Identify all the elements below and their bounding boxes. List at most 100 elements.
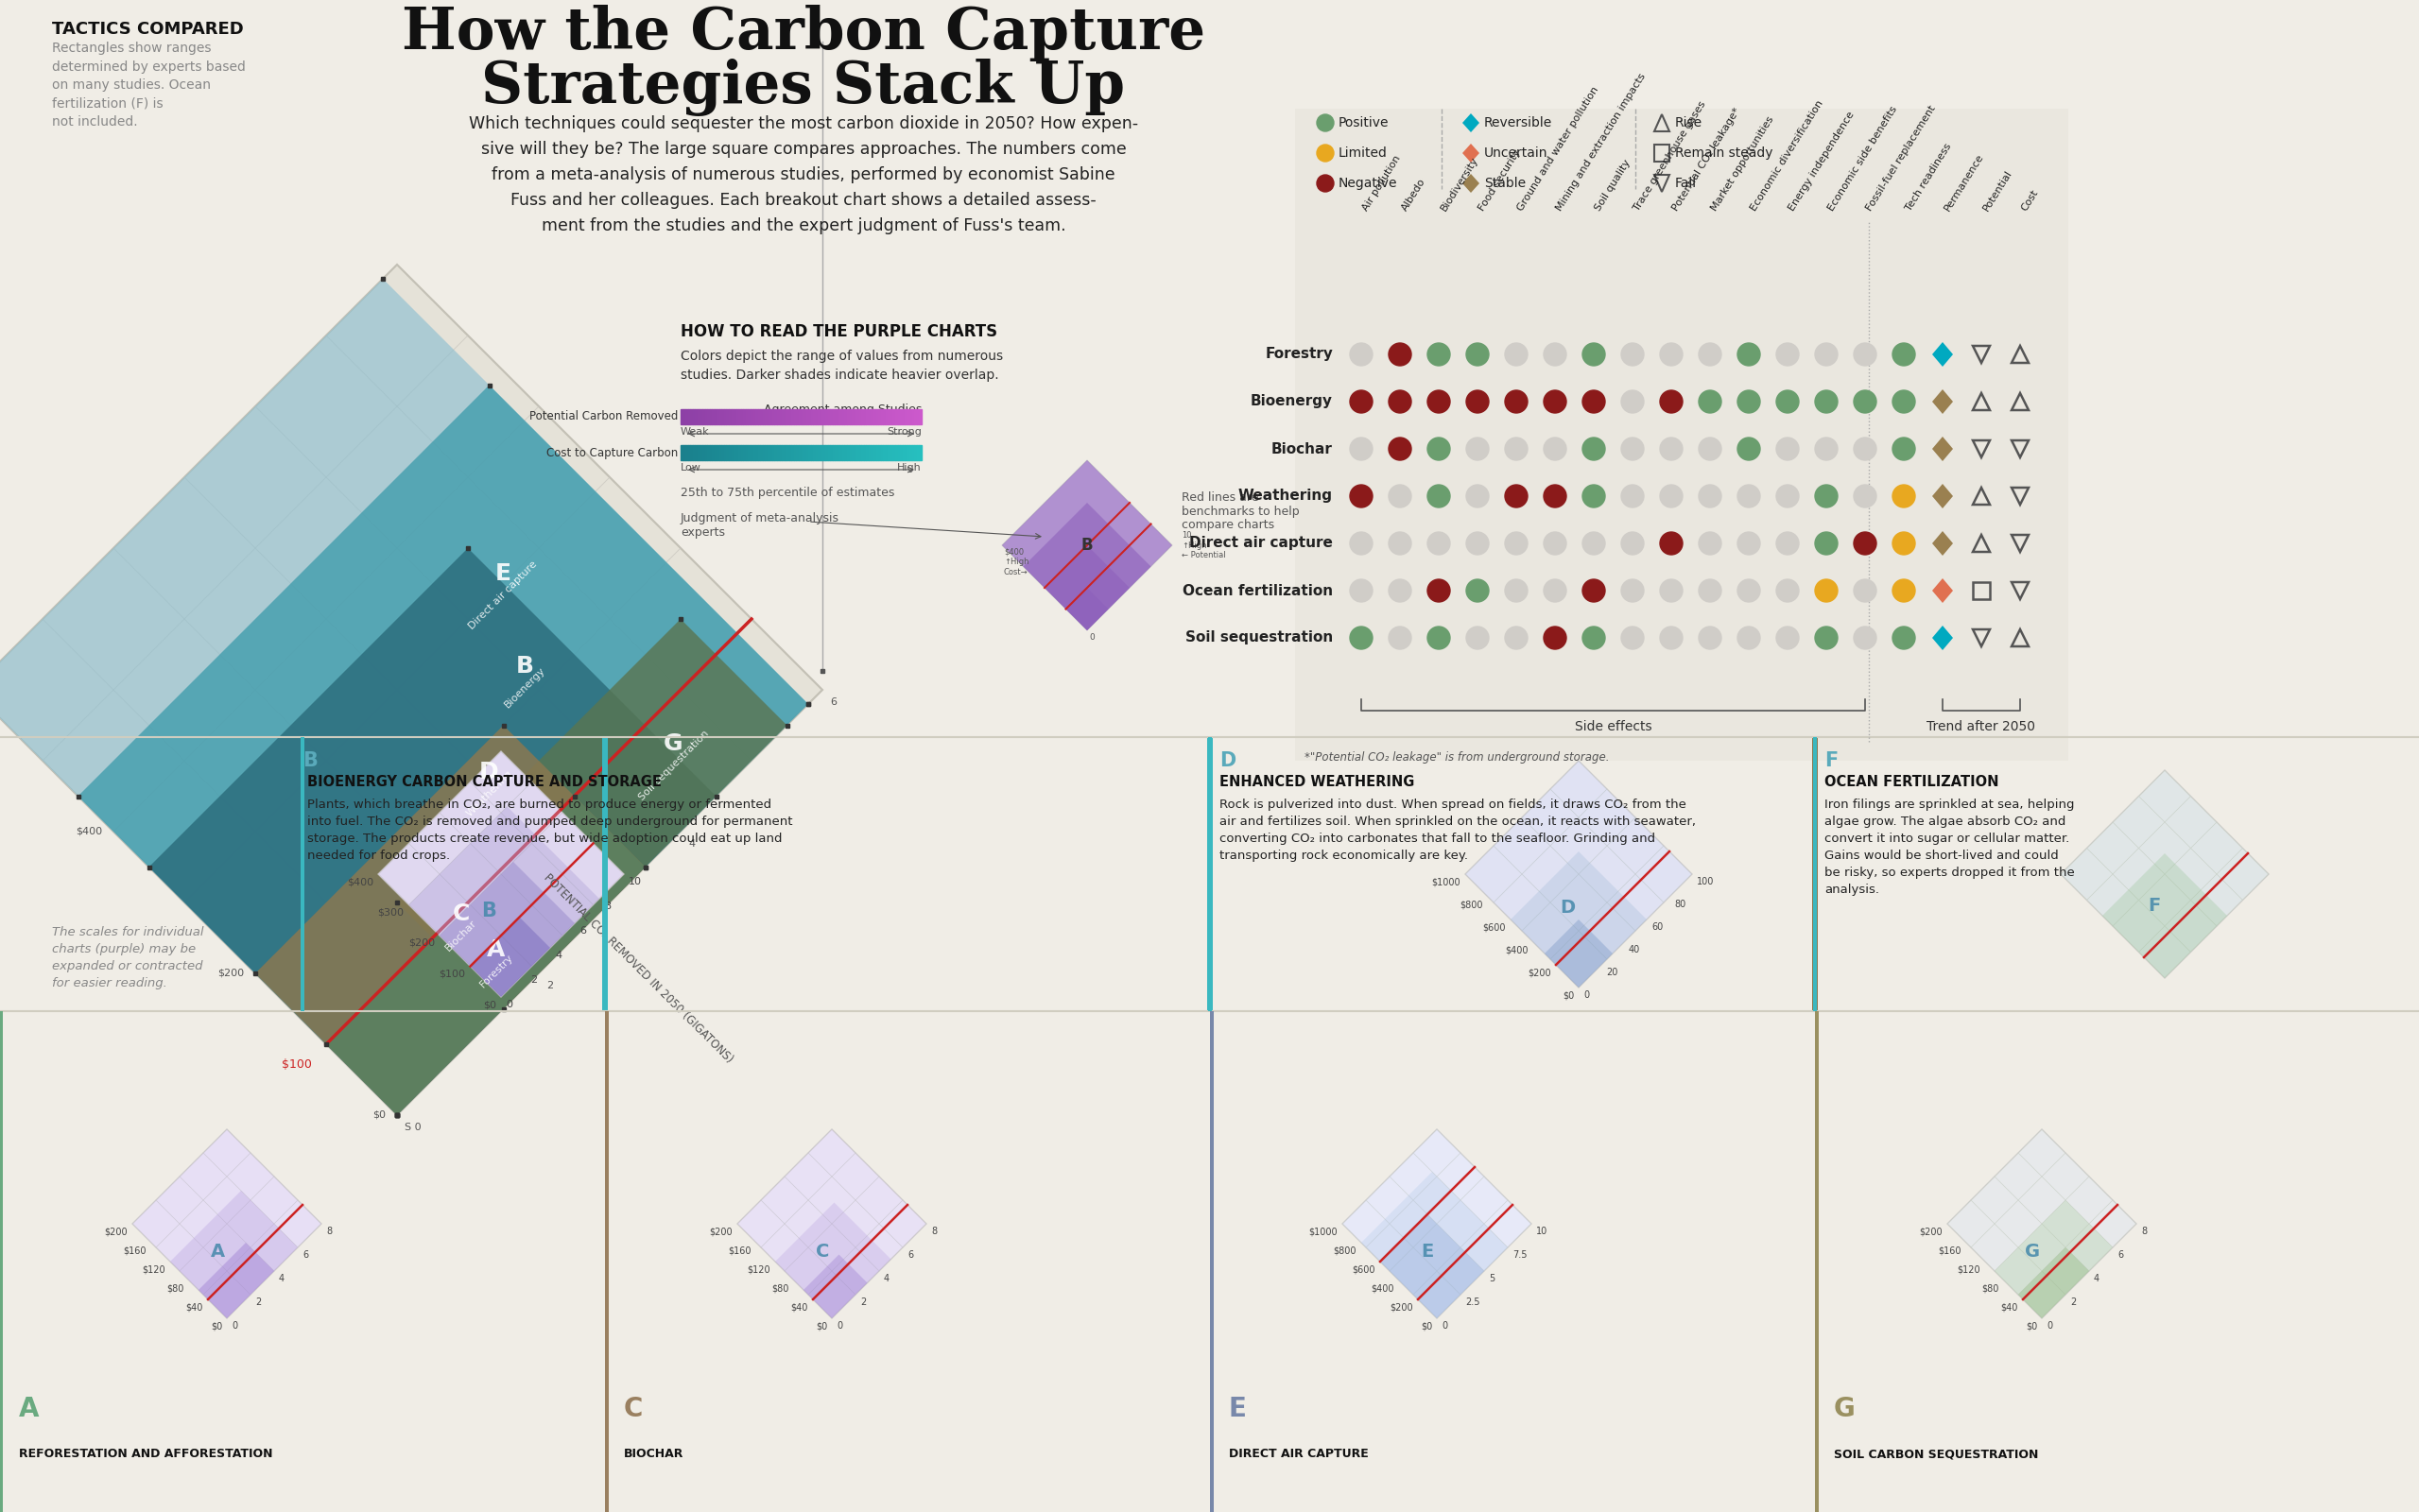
Text: Rectangles show ranges
determined by experts based
on many studies. Ocean
fertil: Rectangles show ranges determined by exp… [51,41,247,129]
Text: 2: 2 [256,1297,261,1306]
Text: D: D [1560,900,1575,918]
Text: $200: $200 [104,1226,128,1237]
Circle shape [1621,485,1645,508]
Text: *"Potential CO₂ leakage" is from underground storage.: *"Potential CO₂ leakage" is from undergr… [1304,751,1609,764]
Circle shape [1659,532,1684,555]
Text: $400: $400 [75,827,102,836]
Text: 8: 8 [327,1226,331,1237]
Circle shape [1737,343,1761,366]
Circle shape [1698,579,1722,602]
Circle shape [1659,579,1684,602]
Bar [1812,738,1817,1012]
Polygon shape [1466,761,1691,987]
Text: $160: $160 [728,1246,752,1255]
Text: $600: $600 [1483,922,1507,931]
Text: B: B [515,655,535,677]
Circle shape [1621,390,1645,413]
Circle shape [1316,145,1333,162]
Text: TACTICS COMPARED: TACTICS COMPARED [51,21,244,38]
Text: POTENTIAL CO₂ REMOVED IN 2050 (GIGATONS): POTENTIAL CO₂ REMOVED IN 2050 (GIGATONS) [542,871,735,1066]
Text: Low: Low [680,463,702,472]
Circle shape [1776,626,1800,649]
Text: $40: $40 [186,1302,203,1311]
Text: Tech readiness: Tech readiness [1904,142,1952,213]
Text: 8: 8 [605,901,610,910]
Circle shape [1892,343,1916,366]
Text: 10
↑High
← Potential: 10 ↑High ← Potential [1180,531,1226,559]
Text: $120: $120 [1957,1264,1981,1273]
Polygon shape [77,386,808,1116]
Circle shape [1853,626,1877,649]
Circle shape [1698,343,1722,366]
Text: Uncertain: Uncertain [1485,147,1548,160]
Text: $0: $0 [2025,1321,2037,1331]
Polygon shape [1463,144,1480,162]
Text: Forestry: Forestry [1265,348,1333,361]
Text: 4: 4 [883,1273,890,1284]
Polygon shape [377,751,624,996]
Text: 6: 6 [2117,1250,2124,1259]
Text: 4: 4 [278,1273,285,1284]
Polygon shape [1933,484,1952,508]
Text: Direct air capture: Direct air capture [467,559,539,631]
Circle shape [1389,343,1410,366]
Text: $600: $600 [1352,1264,1376,1273]
Circle shape [1505,437,1526,460]
Text: 2: 2 [861,1297,866,1306]
Polygon shape [774,1202,890,1318]
Circle shape [1621,437,1645,460]
Circle shape [1698,626,1722,649]
Circle shape [1466,485,1488,508]
Text: Air pollution: Air pollution [1362,154,1403,213]
Text: $200: $200 [1529,968,1551,977]
Polygon shape [1933,531,1952,555]
Circle shape [1466,437,1488,460]
Text: HOW TO READ THE PURPLE CHARTS: HOW TO READ THE PURPLE CHARTS [680,324,997,340]
Circle shape [1737,390,1761,413]
Text: $0: $0 [1420,1321,1432,1331]
Text: Weathering: Weathering [1239,488,1333,503]
Polygon shape [1381,1214,1485,1318]
Circle shape [1892,390,1916,413]
Text: The scales for individual
charts (purple) may be
expanded or contracted
for easi: The scales for individual charts (purple… [51,925,203,989]
Polygon shape [198,1243,273,1318]
Text: $0: $0 [1563,990,1575,999]
Circle shape [1814,437,1838,460]
Text: Soil sequestration: Soil sequestration [1185,631,1333,646]
Bar [602,738,607,1012]
Circle shape [1698,437,1722,460]
Circle shape [1814,343,1838,366]
Circle shape [1505,532,1526,555]
Circle shape [1350,485,1372,508]
Circle shape [1737,485,1761,508]
Text: $300: $300 [377,907,404,918]
Circle shape [1505,485,1526,508]
Circle shape [1543,343,1568,366]
Text: Red lines are
benchmarks to help
compare charts: Red lines are benchmarks to help compare… [1180,491,1299,532]
Text: 80: 80 [1674,900,1686,909]
Circle shape [1543,532,1568,555]
Text: $200: $200 [409,939,435,948]
Circle shape [1543,485,1568,508]
Text: F: F [2148,897,2160,915]
Text: 2: 2 [530,975,537,984]
Circle shape [1853,579,1877,602]
Text: Bioenergy: Bioenergy [1251,395,1333,408]
Text: Food security: Food security [1478,148,1524,213]
Circle shape [1505,626,1526,649]
Text: G: G [1834,1396,1855,1423]
Polygon shape [133,1129,322,1318]
Text: 4: 4 [2095,1273,2100,1284]
Circle shape [1543,626,1568,649]
Circle shape [1776,343,1800,366]
Polygon shape [1933,342,1952,366]
Text: S 0: S 0 [404,1122,421,1132]
Polygon shape [1001,460,1173,631]
Text: $1000: $1000 [1432,877,1461,886]
Circle shape [1853,437,1877,460]
Circle shape [1892,485,1916,508]
Text: 0: 0 [506,999,513,1010]
Text: Rock is pulverized into dust. When spread on fields, it draws CO₂ from the
air a: Rock is pulverized into dust. When sprea… [1219,798,1696,862]
Text: $400: $400 [1505,945,1529,954]
Text: $200: $200 [1391,1302,1413,1311]
